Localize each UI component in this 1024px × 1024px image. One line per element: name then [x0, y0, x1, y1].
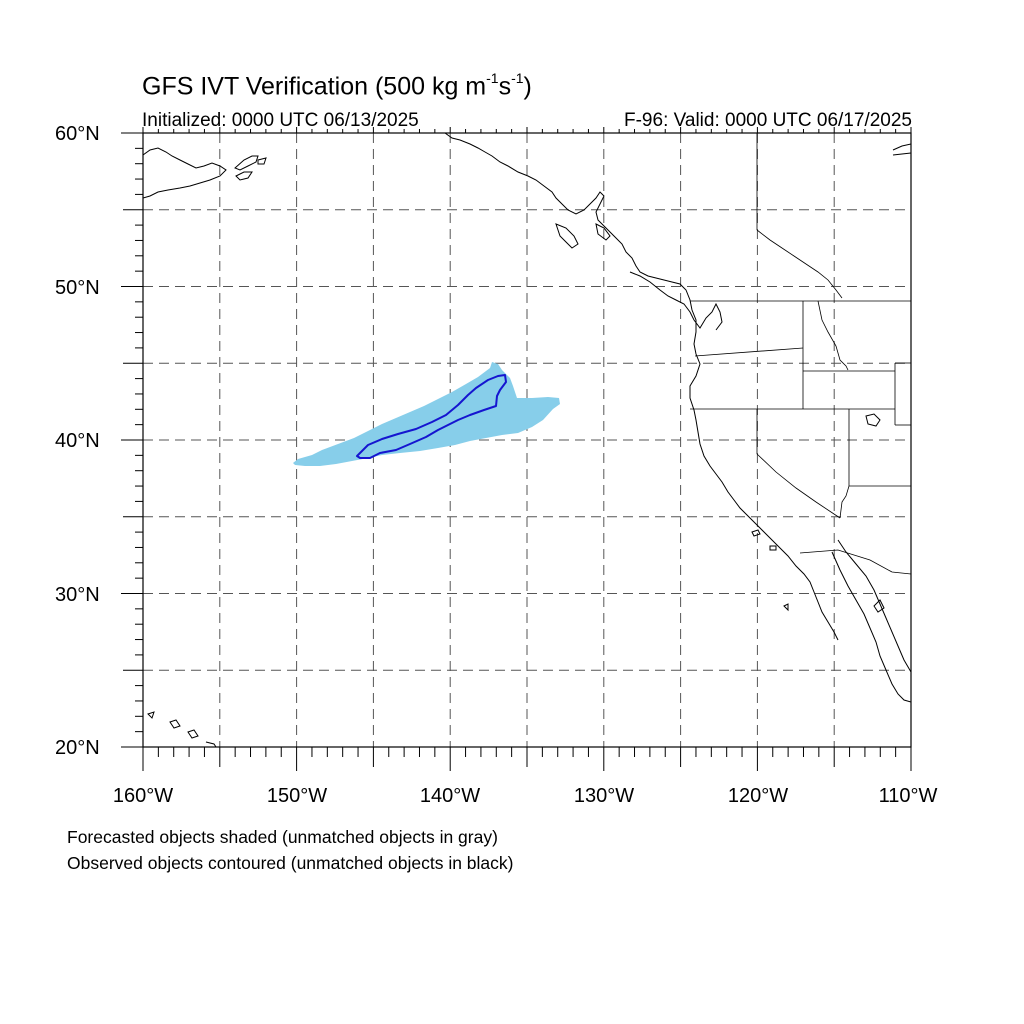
coastlines	[143, 133, 911, 747]
map-title: GFS IVT Verification (500 kg m-1s-1)	[142, 70, 532, 101]
lon-label-140w: 140°W	[419, 785, 481, 807]
forecast-object	[293, 362, 560, 466]
forecast-note: Forecasted objects shaded (unmatched obj…	[67, 827, 498, 847]
grid-lines	[143, 133, 911, 747]
lat-label-40: 40°N	[55, 430, 100, 452]
axis-ticks	[121, 127, 912, 771]
lon-label-120w: 120°W	[727, 785, 789, 807]
lat-label-20: 20°N	[55, 737, 100, 759]
observed-contour	[356, 374, 507, 459]
lon-label-160w: 160°W	[112, 785, 174, 807]
lat-label-30: 30°N	[55, 584, 100, 606]
lat-label-60: 60°N	[55, 123, 100, 145]
initialized-time: Initialized: 0000 UTC 06/13/2025	[142, 110, 419, 131]
lon-label-130w: 130°W	[573, 785, 635, 807]
valid-time: F-96: Valid: 0000 UTC 06/17/2025	[624, 110, 912, 131]
lon-label-150w: 150°W	[266, 785, 328, 807]
observed-note: Observed objects contoured (unmatched ob…	[67, 853, 514, 873]
political-boundaries	[690, 133, 911, 575]
lon-label-110w: 110°W	[878, 785, 938, 807]
lat-label-50: 50°N	[55, 277, 100, 299]
